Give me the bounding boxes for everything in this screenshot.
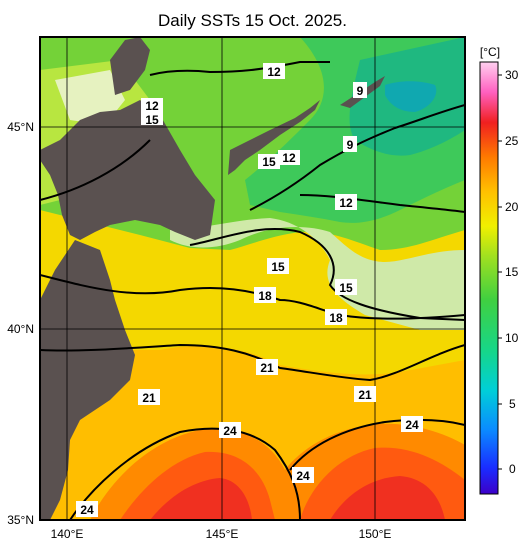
kuril-islands-land <box>228 100 320 175</box>
colorbar-tick: 5 <box>509 397 516 411</box>
contour-label: 12 <box>339 196 353 210</box>
contour-label: 18 <box>329 311 343 325</box>
honshu-land <box>40 240 135 520</box>
contour-label: 21 <box>358 388 372 402</box>
colorbar-tick: 10 <box>505 331 519 345</box>
contour-label: 9 <box>347 138 354 152</box>
sst-field <box>40 37 465 520</box>
map-frame <box>39 36 466 521</box>
contour-label: 24 <box>405 418 419 432</box>
contour-label: 12 <box>145 99 159 113</box>
lon-label-145: 145°E <box>206 527 239 541</box>
map-title: Daily SSTs 15 Oct. 2025. <box>158 11 347 30</box>
contour-label: 9 <box>357 84 364 98</box>
contour-label: 15 <box>271 260 285 274</box>
contour-label-group: 12 9 12 15 9 15 12 12 15 18 15 18 21 21 … <box>76 63 423 517</box>
sakhalin-land <box>110 37 150 95</box>
lat-label-40: 40°N <box>7 322 34 336</box>
colorbar-scale <box>479 61 499 495</box>
contour-label: 15 <box>339 281 353 295</box>
hokkaido-land <box>40 100 215 240</box>
contour-label: 12 <box>267 65 281 79</box>
colorbar-tick: 0 <box>509 462 516 476</box>
colorbar-tick: 25 <box>505 134 519 148</box>
colorbar: [°C] 30 25 20 15 10 5 0 <box>479 45 519 495</box>
contour-label: 21 <box>142 391 156 405</box>
lat-label-45: 45°N <box>7 120 34 134</box>
colorbar-tick: 30 <box>505 68 519 82</box>
colorbar-tick: 20 <box>505 200 519 214</box>
colorbar-unit: [°C] <box>480 45 500 59</box>
contour-label: 15 <box>262 155 276 169</box>
contour-label: 24 <box>223 424 237 438</box>
contour-label: 12 <box>282 151 296 165</box>
lon-label-140: 140°E <box>51 527 84 541</box>
contour-label: 24 <box>80 503 94 517</box>
lon-label-150: 150°E <box>359 527 392 541</box>
contour-label: 15 <box>145 113 159 127</box>
lat-label-35: 35°N <box>7 513 34 527</box>
graticule <box>40 37 465 520</box>
contour-label: 18 <box>258 289 272 303</box>
contour-label: 21 <box>260 361 274 375</box>
contour-label: 24 <box>296 469 310 483</box>
colorbar-tick: 15 <box>505 265 519 279</box>
